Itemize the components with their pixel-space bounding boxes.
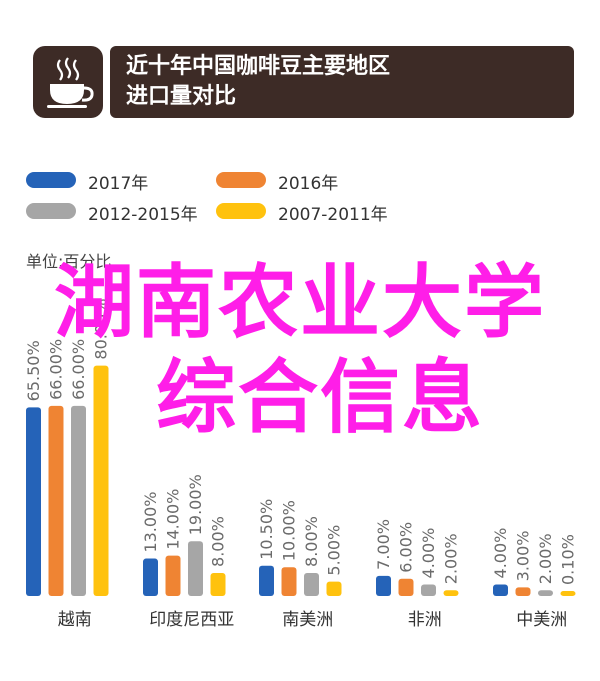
chart-title: 近十年中国咖啡豆主要地区 进口量对比: [126, 54, 391, 109]
bar-2-1: [281, 567, 297, 596]
data-label-1-3: 8.00%: [209, 516, 228, 567]
bar-4-2: [538, 590, 553, 596]
legend-swatch-2017: [26, 172, 76, 188]
bar-2-2: [304, 572, 319, 596]
data-label-3-2: 4.00%: [419, 528, 438, 579]
data-label-1-1: 14.00%: [164, 489, 183, 550]
header-title-box: 近十年中国咖啡豆主要地区 进口量对比: [110, 46, 574, 118]
header-icon-box: [33, 46, 103, 118]
bar-1-0: [143, 558, 158, 596]
data-label-4-0: 4.00%: [491, 528, 510, 579]
data-label-4-3: 0.10%: [559, 534, 578, 585]
bar-4-0: [493, 584, 508, 596]
legend-swatch-2016: [216, 172, 266, 188]
data-label-2-3: 5.00%: [325, 525, 344, 576]
category-label-3: 非洲: [408, 610, 442, 630]
data-label-1-0: 13.00%: [141, 492, 160, 553]
bar-3-2: [421, 584, 436, 596]
coffee-cup-icon: [47, 57, 94, 108]
overlay-text-line2: 综合信息: [156, 351, 484, 444]
bar-3-0: [376, 575, 391, 596]
legend-label-2012-2015: 2012-2015年: [88, 205, 198, 225]
category-label-4: 中美洲: [516, 610, 567, 630]
data-label-0-1: 66.00%: [47, 339, 66, 400]
legend-label-2017: 2017年: [88, 174, 149, 194]
data-label-4-2: 2.00%: [536, 533, 555, 584]
category-label-1: 印度尼西亚: [149, 610, 234, 630]
bar-2-3: [326, 581, 342, 596]
data-label-2-1: 10.00%: [280, 500, 299, 561]
bar-2-0: [259, 565, 274, 596]
legend-swatch-2007-2011: [216, 203, 266, 219]
unit-label: 单位:百分比: [26, 252, 112, 271]
category-label-0: 越南: [58, 610, 92, 630]
data-label-1-2: 19.00%: [186, 474, 205, 535]
legend-label-2007-2011: 2007-2011年: [278, 205, 388, 225]
data-label-3-0: 7.00%: [374, 519, 393, 570]
data-label-3-1: 6.00%: [397, 522, 416, 573]
category-label-2: 南美洲: [282, 610, 333, 630]
data-label-0-2: 66.00%: [69, 339, 88, 400]
legend-label-2016: 2016年: [278, 174, 339, 194]
bar-0-0: [26, 407, 41, 596]
data-label-2-2: 8.00%: [302, 516, 321, 567]
data-label-4-1: 3.00%: [514, 531, 533, 582]
bar-1-3: [210, 572, 226, 596]
bar-4-3: [560, 591, 576, 596]
bar-3-3: [443, 590, 459, 596]
bar-0-1: [48, 405, 64, 596]
bar-1-2: [188, 541, 203, 596]
bar-3-1: [398, 578, 414, 596]
bar-0-3: [93, 365, 109, 596]
bar-0-2: [71, 405, 86, 596]
bar-1-1: [165, 555, 181, 596]
data-label-2-0: 10.50%: [257, 499, 276, 560]
bar-4-1: [515, 587, 531, 596]
data-label-3-3: 2.00%: [442, 533, 461, 584]
data-label-0-3: 80.00%: [92, 299, 111, 360]
legend-swatch-2012-2015: [26, 203, 76, 219]
data-label-0-0: 65.50%: [24, 340, 43, 401]
overlay-text-line1: 湖南农业大学: [54, 256, 546, 349]
